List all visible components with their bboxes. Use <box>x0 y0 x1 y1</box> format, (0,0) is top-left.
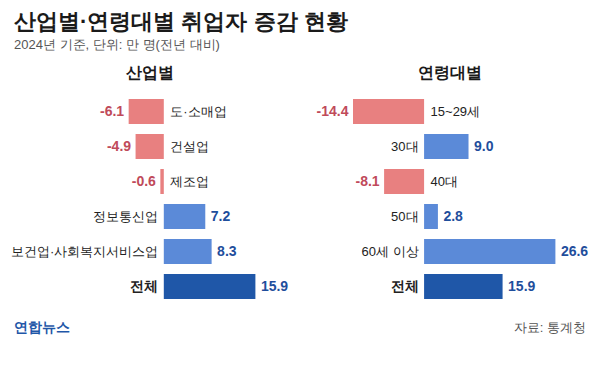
svg-text:-8.1: -8.1 <box>355 173 379 189</box>
html-text:2024년 기준, 단위: 만 명(전년 대비): 2024년 기준, 단위: 만 명(전년 대비) <box>14 37 220 52</box>
svg-text:8.3: 8.3 <box>217 243 237 259</box>
svg-text:40대: 40대 <box>431 174 458 189</box>
svg-text:-4.9: -4.9 <box>107 138 131 154</box>
svg-text:7.2: 7.2 <box>211 208 231 224</box>
svg-text:제조업: 제조업 <box>170 174 209 189</box>
svg-text:-0.6: -0.6 <box>132 173 156 189</box>
svg-text:9.0: 9.0 <box>474 138 494 154</box>
svg-text:30대: 30대 <box>391 139 418 154</box>
svg-text:전체: 전체 <box>391 278 419 294</box>
svg-text:15.9: 15.9 <box>261 278 288 294</box>
svg-text:2.8: 2.8 <box>443 208 463 224</box>
html-text:자료: 통계청: 자료: 통계청 <box>513 320 586 335</box>
svg-text:-14.4: -14.4 <box>317 103 349 119</box>
svg-text:전체: 전체 <box>130 278 158 294</box>
svg-text:건설업: 건설업 <box>170 139 209 154</box>
html-text:산업별: 산업별 <box>126 64 174 81</box>
svg-text:보건업·사회복지서비스업: 보건업·사회복지서비스업 <box>11 244 158 259</box>
html-text:연령대별: 연령대별 <box>418 64 482 81</box>
svg-text:26.6: 26.6 <box>561 243 588 259</box>
svg-text:-6.1: -6.1 <box>100 103 124 119</box>
html-text:연합뉴스: 연합뉴스 <box>14 319 70 335</box>
svg-text:15~29세: 15~29세 <box>431 104 481 119</box>
svg-text:60세 이상: 60세 이상 <box>362 244 419 259</box>
svg-text:50대: 50대 <box>391 209 418 224</box>
svg-text:15.9: 15.9 <box>508 278 535 294</box>
html-text:산업별·연령대별 취업자 증감 현황: 산업별·연령대별 취업자 증감 현황 <box>14 9 348 34</box>
svg-text:정보통신업: 정보통신업 <box>93 209 158 224</box>
svg-text:도·소매업: 도·소매업 <box>170 104 226 119</box>
